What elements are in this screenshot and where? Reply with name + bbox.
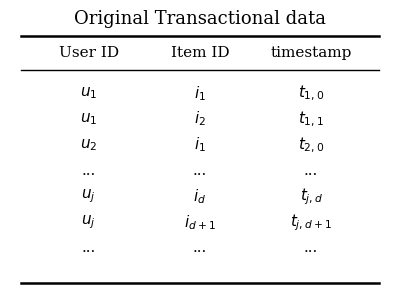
Text: ...: ... bbox=[193, 241, 207, 255]
Text: ...: ... bbox=[193, 164, 207, 178]
Text: Original Transactional data: Original Transactional data bbox=[74, 10, 326, 28]
Text: $u_1$: $u_1$ bbox=[80, 111, 98, 127]
Text: $i_d$: $i_d$ bbox=[194, 187, 206, 206]
Text: timestamp: timestamp bbox=[270, 46, 352, 60]
Text: $i_{d+1}$: $i_{d+1}$ bbox=[184, 213, 216, 232]
Text: $u_j$: $u_j$ bbox=[82, 188, 96, 206]
Text: User ID: User ID bbox=[59, 46, 119, 60]
Text: $t_{1,1}$: $t_{1,1}$ bbox=[298, 110, 324, 129]
Text: ...: ... bbox=[82, 164, 96, 178]
Text: $i_1$: $i_1$ bbox=[194, 136, 206, 154]
Text: $u_2$: $u_2$ bbox=[80, 137, 98, 153]
Text: $t_{j,d+1}$: $t_{j,d+1}$ bbox=[290, 212, 332, 233]
Text: $t_{j,d}$: $t_{j,d}$ bbox=[300, 186, 323, 207]
Text: $u_1$: $u_1$ bbox=[80, 86, 98, 101]
Text: ...: ... bbox=[304, 164, 318, 178]
Text: $t_{1,0}$: $t_{1,0}$ bbox=[298, 84, 324, 103]
Text: $i_2$: $i_2$ bbox=[194, 110, 206, 128]
Text: ...: ... bbox=[304, 241, 318, 255]
Text: ...: ... bbox=[82, 241, 96, 255]
Text: Item ID: Item ID bbox=[171, 46, 229, 60]
Text: $t_{2,0}$: $t_{2,0}$ bbox=[298, 135, 324, 155]
Text: $u_j$: $u_j$ bbox=[82, 214, 96, 231]
Text: $i_1$: $i_1$ bbox=[194, 84, 206, 103]
